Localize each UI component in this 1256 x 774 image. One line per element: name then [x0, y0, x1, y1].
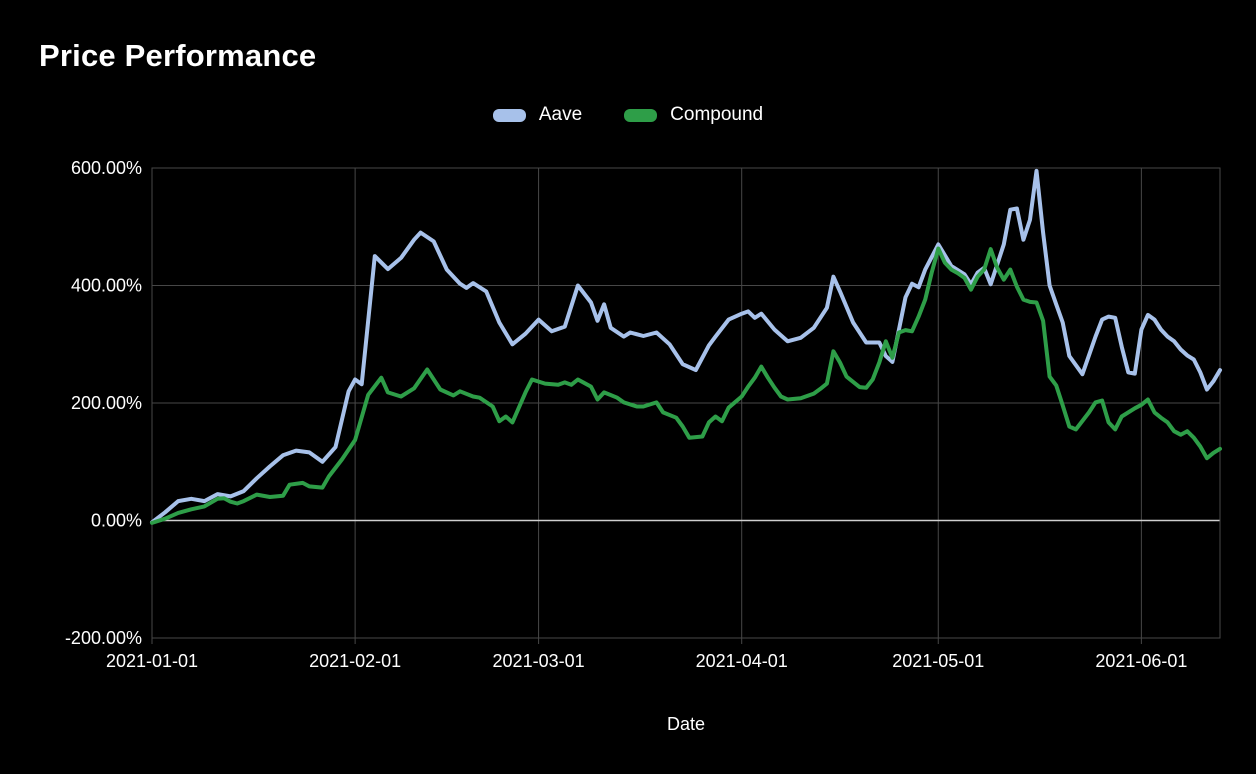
aave-series-line: [150, 168, 1222, 525]
legend-swatch-compound: [624, 108, 658, 122]
legend-label: Compound: [670, 104, 764, 125]
x-axis-title: Date: [667, 714, 705, 734]
x-axis-tick-label: 2021-03-01: [493, 651, 585, 671]
y-axis-tick-label: 0.00%: [91, 511, 142, 531]
y-axis-tick-label: 200.00%: [71, 393, 142, 413]
y-axis-tick-label: 400.00%: [71, 276, 142, 296]
legend-label: Aave: [538, 104, 583, 125]
x-axis-tick-label: 2021-05-01: [892, 651, 984, 671]
legend-item-compound[interactable]: Compound: [624, 104, 763, 126]
compound-series-line: [150, 246, 1222, 525]
plot-border: [151, 167, 1221, 639]
legend-item-aave[interactable]: Aave: [492, 104, 583, 126]
chart-title: Price Performance: [39, 38, 317, 73]
x-axis-tick-label: 2021-02-01: [309, 651, 401, 671]
y-axis-tick-label: -200.00%: [65, 628, 142, 648]
y-axis-tick-label: 600.00%: [71, 158, 142, 178]
x-axis-tick-label: 2021-01-01: [106, 651, 198, 671]
chart-legend: Aave Compound: [0, 104, 1256, 126]
x-axis-tick-label: 2021-06-01: [1095, 651, 1187, 671]
x-axis-tick-label: 2021-04-01: [696, 651, 788, 671]
legend-swatch-aave: [492, 108, 526, 122]
